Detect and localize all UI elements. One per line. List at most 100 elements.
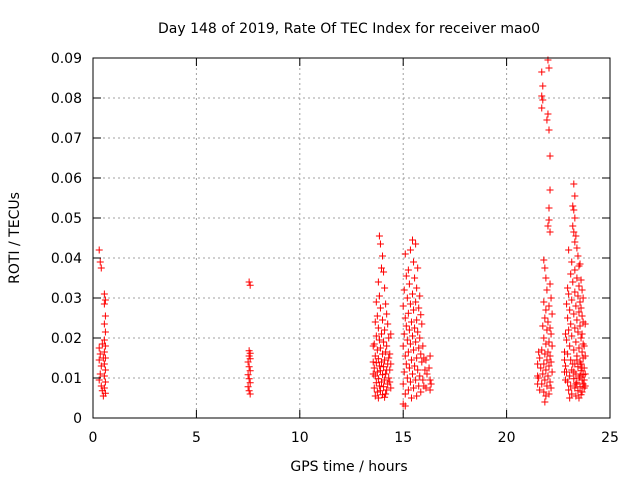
data-point [571,266,579,274]
data-point [415,304,423,312]
data-point [414,366,422,374]
data-point [376,240,384,248]
data-point [563,300,571,308]
data-point [412,376,420,384]
data-point [246,281,254,289]
data-point [385,334,393,342]
data-point [379,350,387,358]
data-point [547,330,555,338]
data-point [412,240,420,248]
data-point [403,294,411,302]
data-point [405,280,413,288]
data-point [404,386,412,394]
data-point [100,290,108,298]
data-point [570,375,578,383]
data-point [567,270,575,278]
data-point [570,346,578,354]
data-point [377,378,385,386]
x-tick-label: 25 [601,430,619,446]
data-point [544,372,552,380]
data-point [405,326,413,334]
data-point [399,302,407,310]
data-point [538,68,546,76]
data-point [101,366,109,374]
data-point [405,364,413,372]
data-point [101,378,109,386]
data-point [534,372,542,380]
data-point [413,392,421,400]
data-point [369,358,377,366]
data-point [573,244,581,252]
data-point [407,394,415,402]
data-point [97,264,105,272]
plot-frame [92,57,611,419]
data-point [380,338,388,346]
data-points [95,56,589,410]
data-point [401,390,409,398]
data-point [541,376,549,384]
data-point [569,278,577,286]
data-point [540,256,548,264]
data-point [568,332,576,340]
y-tick-label: 0.05 [51,211,82,227]
data-point [374,394,382,402]
data-point [573,274,581,282]
data-point [578,330,586,338]
data-point [577,304,585,312]
y-axis-label: ROTI / TECUs [7,192,23,284]
y-tick-label: 0.03 [51,291,82,307]
data-point [567,320,575,328]
data-point [406,378,414,386]
data-point [99,392,107,400]
data-point [413,316,421,324]
data-point [541,398,549,406]
data-point [409,332,417,340]
data-point [409,236,417,244]
data-point [566,342,574,350]
data-point [416,372,424,380]
data-point [570,206,578,214]
data-point [545,216,553,224]
data-point [402,322,410,330]
data-point [386,366,394,374]
data-point [381,284,389,292]
data-point [562,376,570,384]
y-tick-label: 0 [73,411,82,427]
data-point [539,82,547,90]
data-point [96,350,104,358]
data-point [571,214,579,222]
data-point [541,264,549,272]
data-point [244,371,252,379]
data-point [373,368,381,376]
data-point [569,202,577,210]
data-point [540,334,548,342]
data-point [403,336,411,344]
data-point [375,292,383,300]
data-point [568,296,576,304]
data-point [548,310,556,318]
data-point [570,180,578,188]
data-point [369,370,377,378]
data-point [377,264,385,272]
data-point [542,392,550,400]
data-point [410,258,418,266]
data-point [426,386,434,394]
data-point [565,290,573,298]
y-tick-label: 0.07 [51,131,82,147]
data-point [386,378,394,386]
data-point [576,322,584,330]
data-point [544,110,552,118]
data-point [546,280,554,288]
data-point [382,390,390,398]
data-point [401,250,409,258]
data-point [410,346,418,354]
data-point [410,384,418,392]
data-point [399,380,407,388]
data-point [413,284,421,292]
data-point [569,360,577,368]
data-point [537,364,545,372]
data-point [244,383,252,391]
data-point [382,300,390,308]
data-point [574,252,582,260]
